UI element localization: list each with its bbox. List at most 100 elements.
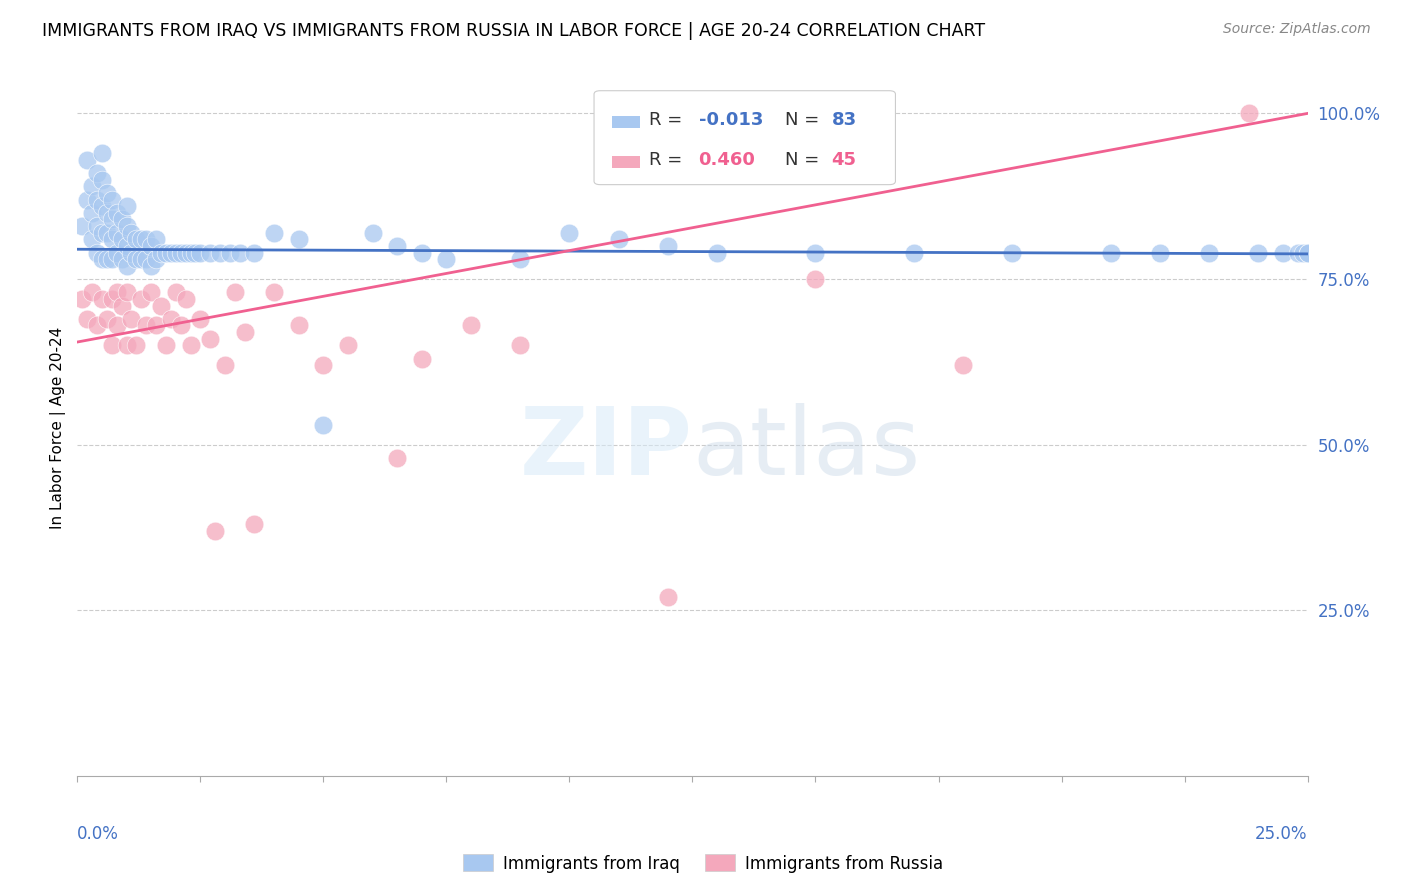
Point [657,239,679,253]
Point [96,252,118,267]
Point [101,338,124,352]
Point [101,292,124,306]
Point [82,206,104,220]
Point [1272,245,1295,260]
Point [115,219,138,233]
Point [141,285,163,300]
Point [1237,106,1260,120]
Point [131,292,153,306]
Text: 45: 45 [831,151,856,169]
Point [125,252,148,267]
Point [180,338,202,352]
Point [361,226,384,240]
Point [150,245,173,260]
Point [111,299,132,313]
Point [243,245,266,260]
Point [86,193,108,207]
Point [233,325,256,339]
Point [952,358,974,372]
Point [204,524,226,538]
Point [903,245,925,260]
Text: N =: N = [785,151,825,169]
Point [509,338,531,352]
Text: atlas: atlas [693,403,921,495]
Point [190,245,212,260]
Point [1247,245,1270,260]
Point [411,245,433,260]
Y-axis label: In Labor Force | Age 20-24: In Labor Force | Age 20-24 [51,327,66,529]
Point [155,245,177,260]
Point [90,226,114,240]
Point [101,193,124,207]
Point [460,318,482,333]
Point [155,338,177,352]
Point [96,206,118,220]
Point [135,232,157,246]
Point [180,245,202,260]
Point [243,517,266,532]
Point [263,285,285,300]
Point [411,351,433,366]
Point [288,232,311,246]
FancyBboxPatch shape [613,156,640,169]
Point [174,245,197,260]
Text: 83: 83 [831,111,856,129]
Point [90,292,114,306]
Point [1296,245,1319,260]
Point [509,252,531,267]
Point [1292,245,1315,260]
Point [200,332,222,346]
Point [76,311,98,326]
Point [145,232,167,246]
Point [160,311,183,326]
Point [1198,245,1220,260]
Point [121,226,143,240]
Point [70,292,93,306]
Text: ZIP: ZIP [520,403,693,495]
Point [184,245,207,260]
Point [115,285,138,300]
Point [174,292,197,306]
Point [312,417,335,432]
Text: Source: ZipAtlas.com: Source: ZipAtlas.com [1223,22,1371,37]
Point [86,166,108,180]
Point [125,232,148,246]
Point [145,252,167,267]
Point [101,212,124,227]
Point [312,358,335,372]
Point [135,318,157,333]
Point [115,338,138,352]
Point [101,232,124,246]
Point [141,239,163,253]
Text: N =: N = [785,111,825,129]
Point [105,245,128,260]
Text: 25.0%: 25.0% [1256,825,1308,843]
Point [1001,245,1024,260]
Point [121,245,143,260]
Point [76,193,98,207]
Point [436,252,458,267]
Point [209,245,232,260]
Point [101,252,124,267]
FancyBboxPatch shape [595,91,896,185]
Point [706,245,728,260]
Text: -0.013: -0.013 [699,111,763,129]
Point [90,146,114,161]
Point [90,252,114,267]
Point [121,311,143,326]
Point [214,358,236,372]
Point [219,245,242,260]
Point [1286,245,1309,260]
Point [145,318,167,333]
Point [96,186,118,200]
Text: R =: R = [650,111,689,129]
Point [131,252,153,267]
Point [1296,245,1319,260]
FancyBboxPatch shape [613,116,640,128]
Point [115,259,138,273]
Point [76,153,98,167]
Point [141,259,163,273]
Point [125,338,148,352]
Point [86,318,108,333]
Legend: Immigrants from Iraq, Immigrants from Russia: Immigrants from Iraq, Immigrants from Ru… [457,847,949,880]
